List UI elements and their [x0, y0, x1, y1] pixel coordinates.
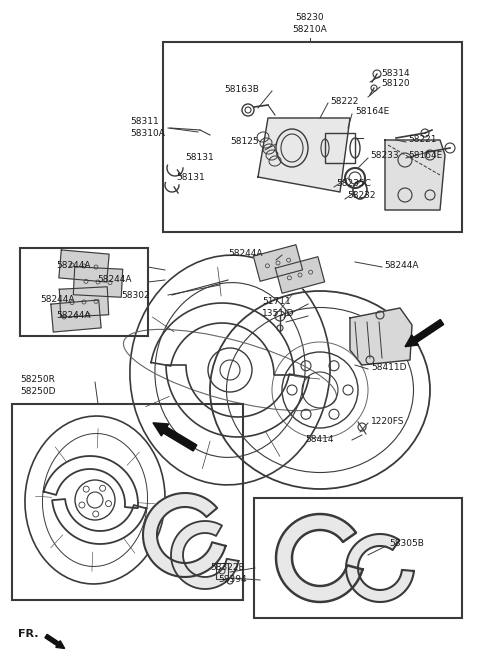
Text: 58414: 58414	[305, 436, 334, 444]
FancyArrow shape	[405, 319, 444, 346]
Text: 58322B: 58322B	[210, 563, 245, 573]
Text: 58120: 58120	[381, 80, 409, 88]
Polygon shape	[258, 118, 350, 192]
Text: 58244A: 58244A	[384, 261, 419, 269]
Bar	[325, 133, 355, 163]
Text: 58131: 58131	[176, 174, 205, 182]
Bar	[12, 404, 243, 600]
Polygon shape	[73, 267, 123, 297]
Text: 58244A: 58244A	[56, 261, 91, 269]
Text: 58210A: 58210A	[293, 25, 327, 35]
Text: 58163B: 58163B	[224, 84, 259, 94]
Polygon shape	[276, 514, 362, 602]
Polygon shape	[346, 534, 414, 602]
Text: 58244A: 58244A	[97, 275, 132, 285]
Polygon shape	[350, 308, 412, 365]
Text: 58244A: 58244A	[228, 249, 263, 257]
Polygon shape	[143, 493, 226, 577]
Text: 58164E: 58164E	[355, 108, 389, 116]
Text: 1351JD: 1351JD	[262, 309, 295, 319]
Text: 1220FS: 1220FS	[371, 416, 405, 426]
Text: 58250D: 58250D	[20, 388, 56, 396]
Text: 58250R: 58250R	[20, 376, 55, 384]
Polygon shape	[59, 250, 109, 282]
Polygon shape	[171, 521, 239, 589]
Bar	[163, 42, 462, 232]
Text: 58221: 58221	[408, 136, 436, 144]
Text: 58394: 58394	[218, 575, 247, 585]
Text: 58305B: 58305B	[389, 539, 424, 547]
Text: 58244A: 58244A	[56, 311, 91, 321]
Polygon shape	[51, 300, 101, 332]
Text: FR.: FR.	[18, 629, 38, 639]
Bar	[20, 248, 148, 336]
Text: 58310A: 58310A	[130, 128, 165, 138]
Text: 58302: 58302	[121, 291, 150, 299]
Text: 58131: 58131	[185, 154, 214, 162]
FancyArrow shape	[45, 634, 65, 648]
Text: 58233: 58233	[370, 152, 398, 160]
Bar	[216, 563, 228, 579]
Text: 58125: 58125	[230, 138, 259, 146]
Text: 58222: 58222	[330, 96, 359, 106]
Text: 58232: 58232	[347, 192, 375, 201]
FancyArrow shape	[153, 423, 197, 451]
Text: 58411D: 58411D	[371, 362, 407, 372]
Text: 58314: 58314	[381, 68, 409, 78]
Text: 51711: 51711	[262, 297, 291, 307]
Polygon shape	[253, 245, 302, 281]
Text: 58235C: 58235C	[336, 180, 371, 188]
Bar	[254, 498, 462, 618]
Text: 58244A: 58244A	[40, 295, 74, 305]
Text: 58230: 58230	[296, 13, 324, 23]
Text: 58311: 58311	[130, 116, 159, 126]
Polygon shape	[385, 140, 445, 210]
Polygon shape	[60, 287, 108, 317]
Polygon shape	[276, 257, 324, 293]
Text: 58164E: 58164E	[408, 152, 442, 160]
